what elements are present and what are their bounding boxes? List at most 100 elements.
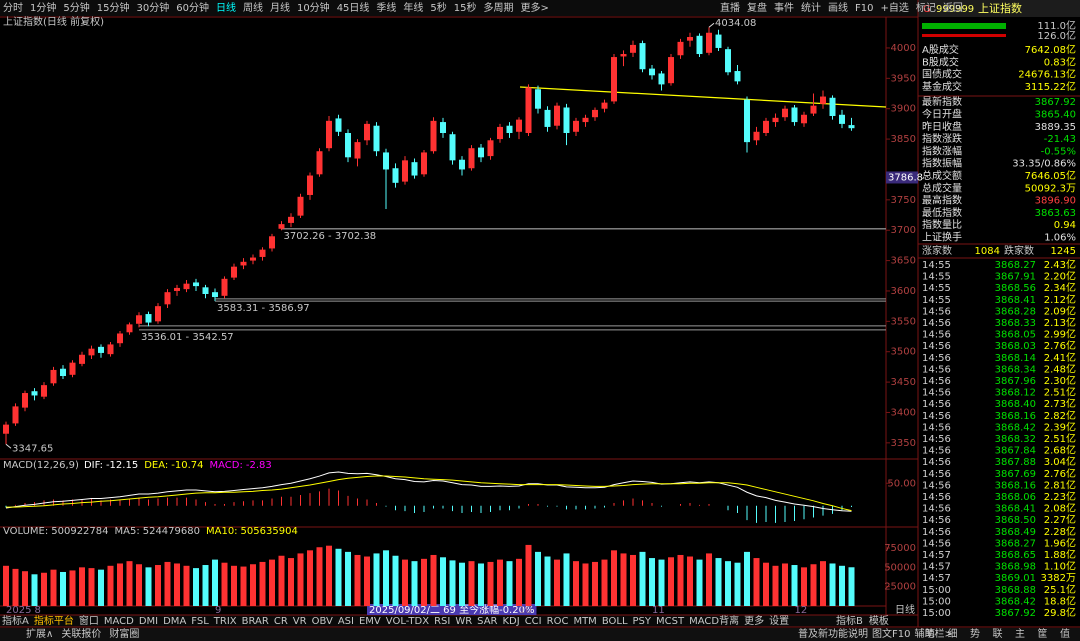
- side-tab[interactable]: 细: [948, 627, 958, 640]
- menu-item[interactable]: 1分钟: [30, 1, 56, 14]
- stat-label: 上证换手: [922, 231, 962, 244]
- menu-item[interactable]: 关联报价: [61, 627, 101, 640]
- candle-body: [335, 118, 342, 132]
- menu-item[interactable]: DMI: [139, 616, 158, 627]
- menu-item[interactable]: MCST: [656, 616, 685, 627]
- menu-item[interactable]: 指标B: [836, 614, 863, 627]
- menu-item[interactable]: FSL: [191, 616, 209, 627]
- tick-price: 3868.98: [995, 562, 1036, 573]
- menu-item[interactable]: TRIX: [213, 616, 237, 627]
- menu-item[interactable]: 直播: [720, 1, 740, 14]
- quote-code: 999999: [936, 4, 974, 15]
- y-tick-label: 3750: [891, 195, 916, 206]
- menu-item[interactable]: 多周期: [484, 1, 514, 14]
- menu-item[interactable]: 5秒: [430, 1, 446, 14]
- volume-bar: [269, 559, 275, 606]
- menu-item[interactable]: EMV: [359, 616, 381, 627]
- menu-item[interactable]: 窗口: [79, 614, 99, 627]
- menu-item[interactable]: 更多: [744, 614, 764, 627]
- menu-item[interactable]: 辅助栏>: [914, 627, 952, 640]
- volume-bar: [364, 556, 370, 606]
- tick-price: 3868.42: [995, 596, 1036, 607]
- menu-item[interactable]: 分时: [3, 2, 23, 14]
- menu-item[interactable]: 统计: [801, 1, 821, 14]
- menu-item[interactable]: DMA: [163, 616, 186, 627]
- menu-item[interactable]: OBV: [312, 616, 333, 627]
- menu-item[interactable]: 周线: [243, 1, 263, 14]
- tick-volume: 2.28亿: [1044, 525, 1076, 538]
- menu-item[interactable]: 45日线: [337, 1, 370, 14]
- menu-item[interactable]: 更多>: [521, 1, 549, 14]
- menu-item[interactable]: MACD背离: [689, 614, 739, 627]
- menu-item[interactable]: 年线: [403, 1, 423, 14]
- menu-item[interactable]: 设置: [769, 615, 789, 627]
- side-tab[interactable]: 势: [970, 627, 980, 640]
- menu-item[interactable]: BRAR: [242, 616, 269, 627]
- menu-item[interactable]: VOL-TDX: [386, 616, 429, 627]
- tick-volume: 2.76亿: [1044, 339, 1076, 352]
- side-tab[interactable]: 值: [1060, 627, 1070, 640]
- menu-item[interactable]: 图文F10: [872, 627, 910, 640]
- readout-name: MA10:: [206, 526, 238, 537]
- menu-item[interactable]: 标记: [916, 2, 936, 14]
- menu-item[interactable]: 30分钟: [136, 1, 169, 14]
- menu-item[interactable]: PSY: [633, 616, 652, 627]
- menu-item[interactable]: 画线: [828, 1, 848, 14]
- menu-item[interactable]: 事件: [774, 1, 794, 14]
- menu-item[interactable]: BOLL: [602, 616, 628, 627]
- menu-item[interactable]: MACD: [104, 616, 134, 627]
- menu-item[interactable]: CR: [274, 616, 288, 627]
- volume-bar: [373, 553, 380, 606]
- menu-item[interactable]: 指标A: [2, 614, 29, 627]
- volume-bar: [60, 571, 66, 606]
- stat-label: 昨日收盘: [922, 120, 962, 133]
- menu-item[interactable]: 季线: [376, 1, 396, 14]
- menu-item[interactable]: 财富圈: [109, 627, 139, 640]
- crosshair-price-box: [886, 171, 918, 184]
- volume-bar: [88, 568, 95, 606]
- menu-item[interactable]: 60分钟: [176, 1, 209, 14]
- menu-item[interactable]: 月线: [270, 1, 290, 14]
- candle-body: [582, 117, 589, 123]
- menu-item[interactable]: 返回: [943, 2, 963, 14]
- volume-bar: [421, 558, 427, 606]
- candle-body: [231, 266, 237, 278]
- candle-body: [592, 109, 598, 118]
- menu-item[interactable]: ASI: [338, 616, 354, 627]
- menu-item[interactable]: 指标平台: [34, 614, 74, 627]
- volume-bar: [715, 558, 722, 606]
- menu-item[interactable]: VR: [293, 616, 307, 627]
- menu-item[interactable]: CCI: [525, 616, 542, 627]
- side-tab[interactable]: 筐: [1038, 627, 1048, 640]
- menu-item[interactable]: F10: [855, 3, 873, 14]
- tick-price: 3868.88: [995, 585, 1036, 596]
- side-tab[interactable]: 笔: [925, 627, 935, 640]
- menu-item[interactable]: WR: [455, 616, 472, 627]
- volume-bar: [430, 554, 437, 606]
- menu-item[interactable]: 模板: [869, 614, 889, 627]
- menu-item[interactable]: 普及新功能说明: [798, 627, 868, 640]
- menu-item[interactable]: 复盘: [747, 1, 767, 14]
- stat-value: 3115.22亿: [1025, 80, 1076, 93]
- menu-item[interactable]: SAR: [477, 616, 497, 627]
- menu-item[interactable]: KDJ: [502, 616, 519, 627]
- menu-item[interactable]: 10分钟: [297, 1, 330, 14]
- side-tab[interactable]: 联: [993, 628, 1003, 640]
- legend-name: DIF:: [84, 460, 103, 471]
- candle-body: [449, 134, 456, 161]
- tick-price: 3868.12: [995, 388, 1036, 399]
- menu-item[interactable]: 扩展∧: [26, 627, 53, 640]
- menu-item[interactable]: MTM: [573, 616, 596, 627]
- menu-item[interactable]: 日线: [216, 1, 236, 14]
- menu-item[interactable]: RSI: [434, 616, 450, 627]
- side-tab[interactable]: 主: [1015, 628, 1025, 640]
- menu-item[interactable]: +自选: [880, 1, 908, 14]
- menu-item[interactable]: 5分钟: [63, 1, 89, 14]
- readout-value: 524479680: [143, 526, 200, 537]
- menu-item[interactable]: ROC: [547, 616, 569, 627]
- candle-body: [430, 120, 437, 152]
- menu-item[interactable]: 15分钟: [97, 1, 130, 14]
- tick-volume: 2.99亿: [1044, 328, 1076, 341]
- menu-item[interactable]: 15秒: [454, 1, 477, 14]
- tick-price: 3868.14: [995, 353, 1036, 364]
